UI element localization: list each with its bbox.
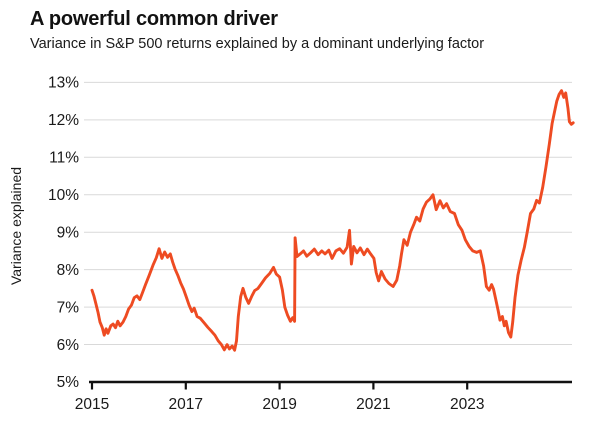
y-tick-label: 9% (57, 224, 80, 241)
y-tick-label: 12% (48, 112, 79, 129)
y-tick-label: 7% (57, 299, 80, 316)
y-tick-label: 5% (57, 374, 80, 391)
x-tick-label: 2021 (356, 396, 390, 413)
y-tick-label: 11% (49, 150, 79, 167)
y-tick-label: 13% (48, 75, 79, 92)
chart-title: A powerful common driver (30, 8, 278, 30)
x-tick-label: 2017 (169, 396, 203, 413)
y-tick-label: 10% (48, 187, 79, 204)
x-tick-label: 2023 (450, 396, 484, 413)
y-tick-label: 8% (57, 262, 80, 279)
y-tick-label: 6% (57, 337, 80, 354)
x-tick-label: 2019 (262, 396, 296, 413)
series-line (90, 89, 575, 352)
chart-subtitle: Variance in S&P 500 returns explained by… (30, 36, 485, 52)
x-tick-label: 2015 (75, 396, 109, 413)
